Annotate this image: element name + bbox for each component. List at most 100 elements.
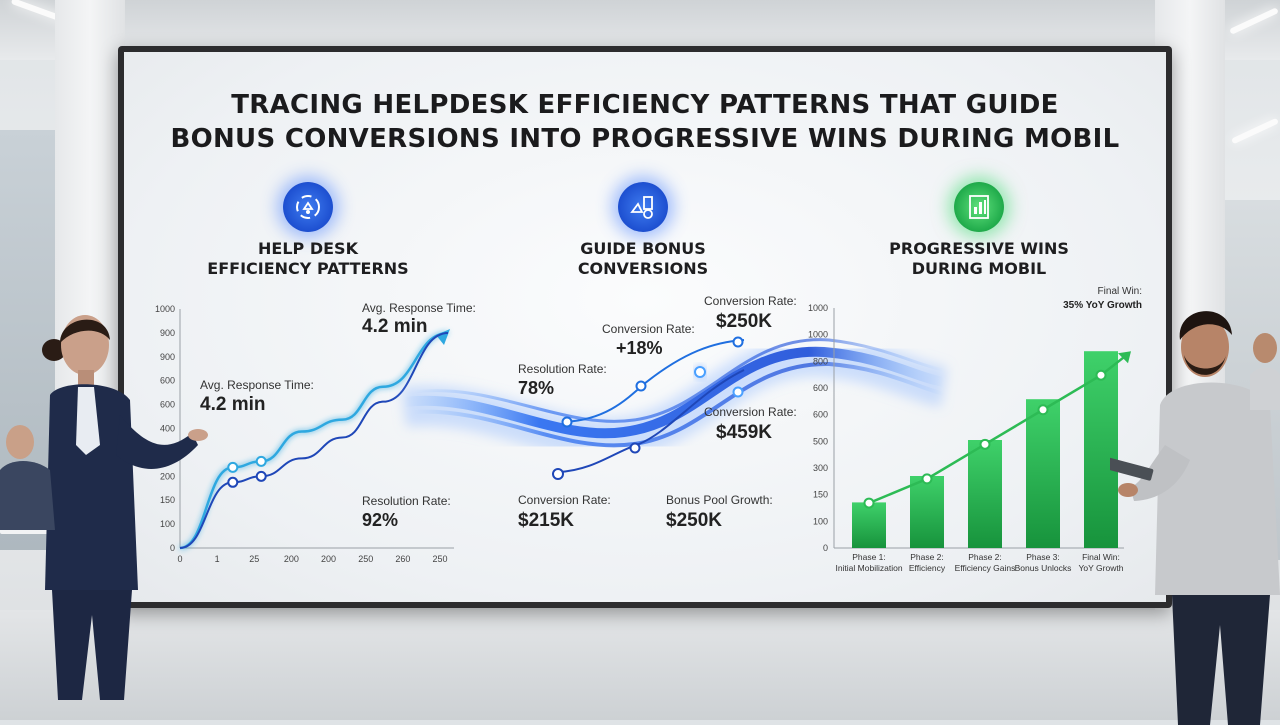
man-hoodie [1155,382,1280,595]
left-y-tick: 400 [160,424,175,434]
annotations: Avg. Response Time: 4.2 min Avg. Respons… [200,286,1142,531]
section-label-right: PROGRESSIVE WINS DURING MOBIL [859,239,1099,279]
right-bars [852,351,1118,548]
woman-arm [116,415,198,469]
wave-band-2 [413,361,945,448]
section-label-middle: GUIDE BONUS CONVERSIONS [523,239,763,279]
woman-shirt [76,387,100,455]
woman-hair-bun [42,339,66,361]
ceiling-light-right-2 [1231,117,1279,145]
anno-mid-conv4-value: $215K [518,510,574,531]
bar-4 [1026,399,1060,548]
anno-final-value: 35% YoY Growth [1063,300,1142,311]
anno-mid-conv4-label: Conversion Rate: [518,493,611,507]
section-right-line-1: PROGRESSIVE WINS [889,239,1069,258]
wave-line-lower [558,369,745,473]
trend-point [1037,404,1049,416]
man-beard [1184,355,1226,375]
woman-jacket [45,384,138,590]
bar-category-line1: Phase 2: [910,552,944,562]
wave-node-6 [552,468,564,480]
trend-arrow [1118,351,1131,364]
bg-man-left-head [6,425,34,459]
anno-mid-resolution-value: 78% [518,378,554,398]
anno-final-label: Final Win: [1098,286,1142,297]
right-category-labels: Phase 1:Initial Mobilization Phase 2:Effi… [835,552,1123,573]
anno-left-bottom-label: Resolution Rate: [362,494,451,508]
bg-man-right-body [1250,367,1280,410]
woman-hand [188,429,208,441]
wave-node-1 [561,416,573,428]
left-series [179,329,450,550]
trend-point [921,473,933,485]
anno-mid-conv3-label: Conversion Rate: [704,405,797,419]
left-y-tick: 900 [160,328,175,338]
trend-line [868,352,1130,505]
anno-mid-conv1-value: +18% [616,338,663,358]
bar-category-line1: Phase 1: [852,552,886,562]
right-y-tick: 1000 [808,303,828,313]
left-x-tick: 200 [284,554,299,564]
bar-1 [852,502,886,548]
bar-2 [910,476,944,548]
man-hair [1179,311,1232,340]
efficiency-cycle-icon [283,182,333,232]
right-y-tick: 100 [813,516,828,526]
wave-node-5 [732,386,744,398]
anno-left-top-value: 4.2 min [362,316,427,337]
progress-chart-icon [954,182,1004,232]
woman-neck [78,370,94,388]
left-x-tick: 260 [395,554,410,564]
right-trend-line [863,351,1131,509]
left-y-tick: 1000 [155,304,175,314]
wave-node-2 [635,380,647,392]
left-series-point [227,461,239,473]
anno-left-mid-value: 4.2 min [200,394,265,415]
anno-mid-conv1-label: Conversion Rate: [602,322,695,336]
left-y-tick: 150 [160,495,175,505]
bg-man-left-body [0,461,55,530]
bar-category-line2: Efficiency [909,563,946,573]
left-x-tick: 1 [215,554,220,564]
left-line-chart: 01001502003504006006009009001000 0125200… [155,304,454,564]
left-x-tick: 200 [321,554,336,564]
wave-node-3 [732,336,744,348]
wave-node-4 [694,366,706,378]
bar-category-line1: Phase 3: [1026,552,1060,562]
section-right-line-2: DURING MOBIL [911,259,1047,278]
bar-category-line2: Initial Mobilization [835,563,902,573]
anno-left-mid-label: Avg. Response Time: [200,378,314,392]
left-series-line-1 [179,331,449,550]
anno-mid-resolution-label: Resolution Rate: [518,362,607,376]
wave-node-7 [629,442,641,454]
man-arm [1130,445,1190,501]
left-y-tick: 600 [160,400,175,410]
bar-category-line1: Final Win: [1082,552,1120,562]
tablet [1110,457,1154,481]
trend-point [863,497,875,509]
trend-point [1095,369,1107,381]
bar-category-line2: Bonus Unlocks [1015,563,1072,573]
screen-content: TRACING HELPDESK EFFICIENCY PATTERNS THA… [124,52,1166,602]
anno-left-top-label: Avg. Response Time: [362,301,476,315]
left-x-tick: 250 [358,554,373,564]
bar-5 [1084,351,1118,548]
floor [0,610,1280,720]
anno-left-bottom-value: 92% [362,510,398,530]
left-y-tick: 900 [160,352,175,362]
man-hand [1118,483,1138,497]
presenter-woman [42,315,208,700]
conversion-wave [401,336,948,480]
anno-mid-conv2-value: $250K [716,311,772,332]
section-left-line-2: EFFICIENCY PATTERNS [207,259,409,278]
background-man-left [0,425,55,530]
section-middle-line-1: GUIDE BONUS [580,239,706,258]
left-x-tick-labels: 0 1 25 200 200 250 260 250 [177,554,447,564]
presenter-man [1110,311,1280,725]
left-series-point [255,470,267,482]
trend-point [979,438,991,450]
background-man-right [1250,333,1280,410]
right-y-tick: 600 [813,383,828,393]
